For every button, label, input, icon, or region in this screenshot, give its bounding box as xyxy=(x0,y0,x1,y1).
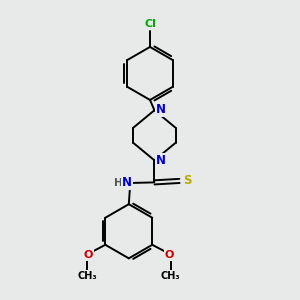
Text: S: S xyxy=(183,174,192,188)
Text: N: N xyxy=(122,176,132,190)
Text: Cl: Cl xyxy=(144,19,156,29)
Text: N: N xyxy=(156,154,166,167)
Text: H: H xyxy=(113,178,122,188)
Text: CH₃: CH₃ xyxy=(77,271,97,281)
Text: O: O xyxy=(165,250,174,260)
Text: N: N xyxy=(156,103,166,116)
Text: O: O xyxy=(84,250,93,260)
Text: CH₃: CH₃ xyxy=(161,271,180,281)
